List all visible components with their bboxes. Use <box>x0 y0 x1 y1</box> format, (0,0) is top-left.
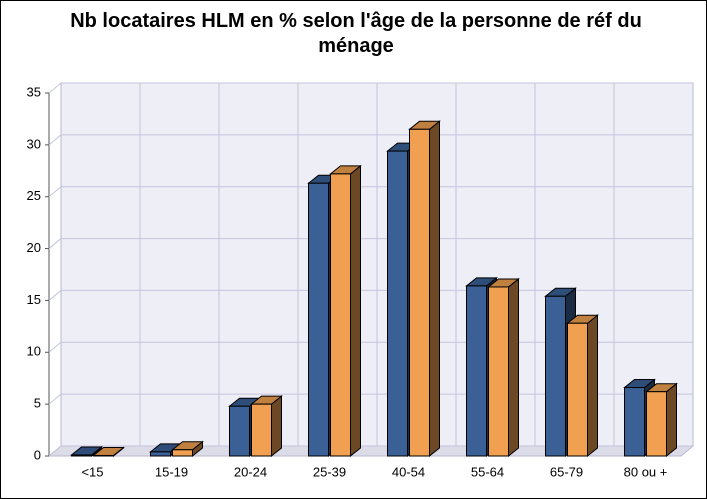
bar <box>387 150 408 457</box>
bar <box>567 322 588 457</box>
y-tick-label: 15 <box>27 292 41 307</box>
grid-line <box>48 445 62 457</box>
x-tick-label: 65-79 <box>550 464 583 479</box>
bar <box>624 387 645 457</box>
bar-side <box>271 395 282 458</box>
bar <box>466 285 487 457</box>
bar-side <box>429 120 440 458</box>
bar <box>93 454 114 457</box>
y-tick-label: 20 <box>27 240 41 255</box>
bar-side <box>508 277 519 458</box>
grid-line <box>48 238 62 249</box>
y-tick-label: 25 <box>27 188 41 203</box>
bar <box>330 173 351 457</box>
x-tick-label: <15 <box>81 464 103 479</box>
grid-line <box>48 82 62 94</box>
x-tick-label: 15-19 <box>155 464 188 479</box>
x-tick-label: 80 ou + <box>624 464 668 479</box>
grid-line <box>48 186 62 198</box>
bar <box>229 405 250 457</box>
x-tick-label: 25-39 <box>313 464 346 479</box>
y-tick-label: 10 <box>27 344 41 359</box>
bar-side <box>587 314 598 458</box>
chart-title: Nb locataires HLM en % selon l'âge de la… <box>70 10 642 57</box>
bar <box>251 403 272 457</box>
x-tick-label: 20-24 <box>234 464 267 479</box>
grid-line <box>48 393 62 405</box>
grid-line <box>48 134 62 146</box>
bar <box>150 451 171 457</box>
bar-side <box>350 164 361 458</box>
grid-line <box>48 290 62 301</box>
x-tick-label: 55-64 <box>471 464 504 479</box>
bar-side <box>666 382 677 458</box>
y-tick-label: 0 <box>34 447 41 462</box>
bar <box>545 295 566 457</box>
bar <box>646 391 667 457</box>
bar <box>71 454 92 457</box>
y-tick-label: 5 <box>34 396 41 411</box>
grid-line <box>48 341 62 353</box>
y-tick-label: 35 <box>27 84 41 99</box>
bar <box>488 286 509 457</box>
bar <box>409 128 430 457</box>
y-tick-label: 30 <box>27 136 41 151</box>
bar <box>172 449 193 457</box>
x-tick-label: 40-54 <box>392 464 425 479</box>
bar <box>308 182 329 457</box>
